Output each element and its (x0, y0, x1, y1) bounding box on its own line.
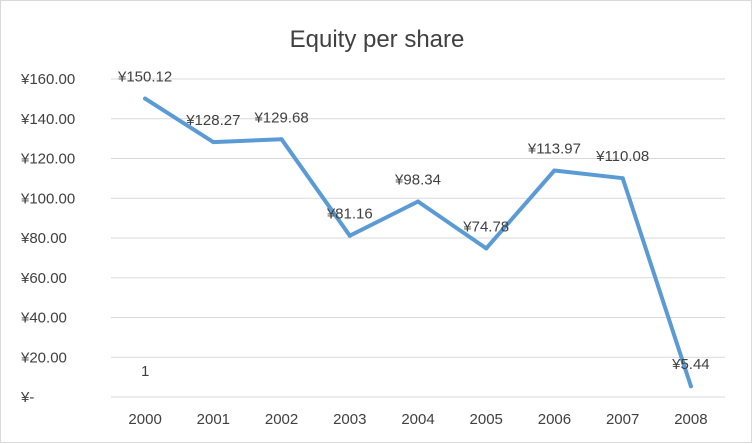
y-tick-label-40: ¥40.00 (20, 310, 67, 327)
x-tick-label-2008: 2008 (674, 411, 707, 428)
data-label-2002: ¥129.68 (253, 109, 308, 126)
annotations: 1 (141, 363, 149, 380)
data-label-2005: ¥74.78 (462, 218, 509, 235)
x-tick-label-2001: 2001 (197, 411, 230, 428)
x-tick-label-2004: 2004 (401, 411, 434, 428)
y-axis-ticks: ¥- ¥20.00 ¥40.00 ¥60.00 ¥80.00 ¥100.00 ¥120.00… (20, 71, 75, 406)
x-tick-label-2000: 2000 (128, 411, 161, 428)
y-tick-label-60: ¥60.00 (20, 270, 67, 287)
gridlines (111, 78, 725, 398)
chart-title: Equity per share (290, 26, 465, 53)
data-point-2008 (688, 384, 693, 389)
x-tick-label-2002: 2002 (265, 411, 298, 428)
data-label-2007: ¥110.08 (595, 148, 649, 165)
y-tick-label-140: ¥140.00 (20, 111, 75, 128)
data-label-2003: ¥81.16 (326, 206, 373, 223)
series-line-0 (143, 96, 693, 389)
data-label-2001: ¥128.27 (185, 112, 240, 129)
y-tick-label-160: ¥160.00 (20, 71, 75, 88)
x-tick-label-2003: 2003 (333, 411, 366, 428)
data-point-2005 (484, 246, 489, 251)
data-label-2000: ¥150.12 (117, 69, 172, 86)
x-tick-label-2005: 2005 (470, 411, 503, 428)
y-tick-label-100: ¥100.00 (20, 190, 75, 207)
data-point-2007 (620, 176, 625, 181)
data-labels: ¥150.12 ¥128.27 ¥129.68 ¥81.16 ¥98.34 ¥74.78 ¥… (117, 69, 710, 374)
y-tick-label-0: ¥- (20, 389, 34, 406)
data-point-2003 (347, 233, 352, 238)
data-label-2006: ¥113.97 (527, 140, 581, 157)
x-tick-label-2006: 2006 (538, 411, 571, 428)
y-tick-label-120: ¥120.00 (20, 151, 75, 168)
data-point-2004 (416, 199, 420, 204)
data-label-2004: ¥98.34 (394, 172, 441, 189)
data-point-2000 (143, 96, 148, 101)
y-tick-label-20: ¥20.00 (20, 349, 67, 366)
x-axis-ticks: 2000 2001 2002 2003 2004 2005 2006 2007 2008 (128, 411, 707, 428)
series-layer (143, 96, 693, 389)
y-tick-label-80: ¥80.00 (20, 230, 67, 247)
data-point-2006 (552, 168, 557, 173)
x-tick-label-2007: 2007 (606, 411, 639, 428)
data-point-2001 (211, 140, 216, 145)
data-label-2008: ¥5.44 (671, 356, 710, 373)
annotation-0: 1 (141, 363, 149, 380)
data-point-2002 (279, 137, 284, 142)
